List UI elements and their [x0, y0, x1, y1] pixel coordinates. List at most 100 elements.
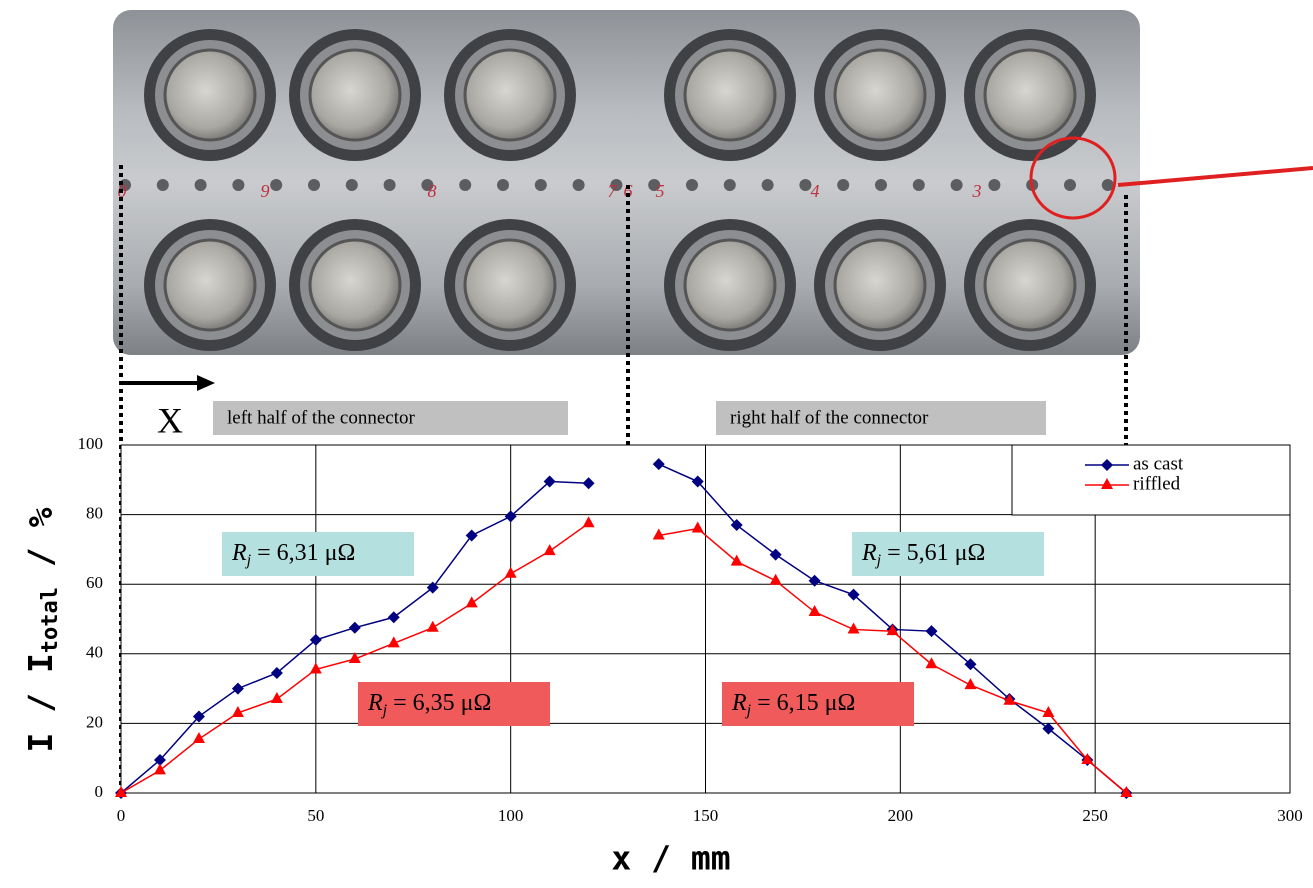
y-tick-label: 40: [86, 643, 103, 662]
annotation-box: [722, 682, 914, 726]
data-point: [964, 658, 977, 671]
annotation-part: R: [731, 690, 747, 716]
region-label: left half of the connector: [227, 407, 415, 428]
annotation: Rj = 6,35 μΩ: [367, 690, 491, 719]
data-point: [387, 611, 400, 624]
annotation-part: R: [861, 540, 877, 566]
x-tick-label: 250: [1082, 806, 1108, 825]
annotation: Rj = 5,61 μΩ: [861, 540, 985, 569]
data-point: [886, 624, 899, 636]
bolt-head: [983, 48, 1077, 142]
y-axis-title-part: total: [38, 587, 63, 653]
annotation-part: = 6,35 μΩ: [387, 690, 491, 716]
annotation-box: [852, 532, 1044, 576]
data-point: [270, 666, 283, 679]
photo-label: 7: [608, 181, 618, 201]
data-point: [543, 544, 556, 556]
connector-photo: 09876543: [113, 10, 1313, 355]
y-tick-label: 80: [86, 504, 103, 523]
data-point: [925, 657, 938, 669]
photo-label: 5: [656, 181, 665, 201]
bolt-head: [983, 238, 1077, 332]
bolt-head: [163, 48, 257, 142]
annotation-part: R: [231, 540, 247, 566]
highlight-pointer: [1117, 166, 1313, 187]
hole: [308, 179, 320, 191]
data-point: [504, 510, 517, 523]
x-tick-label: 200: [888, 806, 914, 825]
data-point: [1120, 786, 1133, 797]
highlight-circle: [1029, 136, 1117, 220]
hole: [723, 179, 736, 191]
photo-label: 6: [624, 181, 633, 201]
legend-marker: [1101, 459, 1113, 471]
data-point: [652, 458, 665, 471]
direction-label: X: [157, 400, 183, 440]
data-point: [925, 625, 938, 638]
y-axis-title-part: I / I: [21, 653, 60, 752]
data-point: [652, 528, 665, 540]
data-point: [847, 622, 860, 634]
hole: [950, 179, 963, 191]
y-axis-title: I / Itotal / %: [21, 507, 64, 752]
data-point: [348, 652, 361, 664]
annotation: Rj = 6,31 μΩ: [231, 540, 355, 569]
hole: [1101, 179, 1114, 191]
bolt-head: [833, 48, 927, 142]
hole: [572, 179, 585, 191]
hole: [156, 179, 169, 191]
bolt-head: [308, 48, 402, 142]
region-label-box: [213, 401, 568, 435]
hole: [232, 179, 245, 191]
data-point: [769, 573, 782, 585]
bolt-head: [463, 48, 557, 142]
hole: [686, 179, 698, 191]
data-point: [1042, 722, 1055, 735]
y-tick-label: 20: [86, 712, 103, 731]
hole: [610, 179, 623, 191]
region-label-box: [716, 401, 1046, 435]
annotation-part: = 6,15 μΩ: [751, 690, 855, 716]
data-point: [808, 574, 821, 587]
photo-label: 9: [261, 181, 270, 201]
x-tick-label: 300: [1277, 806, 1303, 825]
bolt-head: [463, 238, 557, 332]
hole: [534, 179, 547, 191]
data-point: [465, 529, 478, 542]
annotation-box: [222, 532, 414, 576]
bolt-head: [163, 238, 257, 332]
data-point: [543, 475, 556, 488]
hole: [383, 179, 396, 191]
data-point: [808, 605, 821, 617]
photo-label: 8: [428, 181, 437, 201]
data-point: [730, 519, 743, 532]
annotation: Rj = 6,15 μΩ: [731, 690, 855, 719]
hole: [761, 179, 774, 191]
bolt-head: [683, 48, 777, 142]
hole: [912, 179, 925, 191]
data-point: [153, 753, 166, 766]
annotation-box: [358, 682, 550, 726]
annotation-part: j: [745, 702, 752, 719]
hole: [799, 179, 812, 191]
data-point: [309, 662, 322, 674]
data-point: [153, 763, 166, 775]
data-point: [426, 620, 439, 632]
bolt-head: [308, 238, 402, 332]
annotation-part: j: [245, 552, 252, 569]
data-point: [231, 682, 244, 695]
data-point: [270, 692, 283, 704]
hole: [421, 179, 434, 191]
x-tick-label: 100: [498, 806, 524, 825]
legend-label: riffled: [1133, 473, 1181, 494]
hole: [648, 179, 661, 191]
direction-arrowhead: [197, 375, 215, 391]
hole: [837, 179, 850, 191]
annotation-part: R: [367, 690, 383, 716]
data-point: [964, 678, 977, 690]
data-point: [769, 548, 782, 561]
y-tick-label: 100: [78, 434, 104, 453]
bolt-head: [683, 238, 777, 332]
